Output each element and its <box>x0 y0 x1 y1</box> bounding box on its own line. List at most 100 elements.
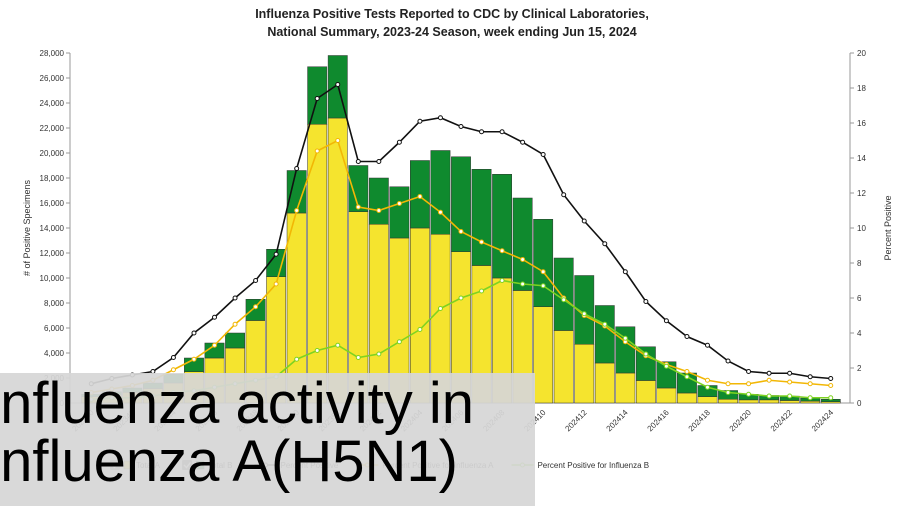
line-point <box>684 374 690 380</box>
bar <box>677 392 697 404</box>
bar <box>266 249 287 277</box>
line-point <box>314 148 320 154</box>
line-point <box>704 384 710 390</box>
line-point <box>479 239 485 245</box>
line-point <box>828 395 834 401</box>
line-point <box>725 381 731 387</box>
y2-tick-label: 18 <box>857 84 866 93</box>
y-tick-label: 20,000 <box>40 149 65 158</box>
line-point <box>273 281 279 287</box>
x-tick-label: 202422 <box>769 408 795 434</box>
line-point <box>746 381 752 387</box>
line-point <box>335 82 341 87</box>
line-point <box>253 304 259 310</box>
line-point <box>787 379 793 385</box>
line-point <box>704 377 710 383</box>
line-point <box>458 229 464 234</box>
bar <box>738 399 759 404</box>
line-point <box>232 295 238 301</box>
line-point <box>335 342 341 348</box>
bar <box>635 380 656 404</box>
line-point <box>787 393 793 399</box>
bar <box>368 177 389 225</box>
line-point <box>643 299 649 304</box>
y2-tick-label: 0 <box>857 399 862 408</box>
line-point <box>561 297 567 303</box>
line-point <box>294 356 300 362</box>
bar <box>533 219 554 307</box>
bar <box>759 399 780 404</box>
line-point <box>602 241 608 247</box>
y2-tick-label: 12 <box>857 189 866 198</box>
line-point <box>622 269 628 275</box>
line-point <box>520 257 526 262</box>
caption-text: Influenza A(H5N1) <box>0 429 458 494</box>
bar <box>594 305 615 364</box>
line-point <box>417 118 423 124</box>
bar <box>574 275 595 345</box>
y-tick-label: 26,000 <box>40 74 65 83</box>
line-point <box>458 124 464 129</box>
y-tick-label: 24,000 <box>40 99 65 108</box>
line-point <box>499 129 505 135</box>
line-point <box>376 159 382 164</box>
bar <box>245 299 266 321</box>
y2-tick-label: 10 <box>857 224 866 233</box>
line-point <box>437 209 443 215</box>
bar <box>553 257 574 331</box>
line-point <box>191 356 197 362</box>
line-point <box>396 339 402 345</box>
bar <box>389 186 410 239</box>
line-point <box>828 376 834 381</box>
bar <box>594 362 615 404</box>
caption-box: Influenza activity in Influenza A(H5N1) <box>0 373 535 506</box>
bar <box>718 399 738 404</box>
y2-tick-label: 4 <box>857 329 862 338</box>
y-tick-label: 28,000 <box>40 49 65 58</box>
line-point <box>170 367 176 373</box>
line-point <box>458 295 464 301</box>
line-point <box>294 208 300 213</box>
line-point <box>335 138 341 143</box>
line-point <box>479 288 485 294</box>
line-point <box>253 278 259 283</box>
line-point <box>396 201 402 206</box>
line-point <box>540 152 546 157</box>
line-point <box>807 381 813 387</box>
y2-tick-label: 8 <box>857 259 862 268</box>
y-tick-label: 6,000 <box>44 324 65 333</box>
line-point <box>807 374 813 380</box>
line-point <box>396 139 402 145</box>
line-point <box>704 342 710 348</box>
line-point <box>581 311 587 317</box>
x-tick-label: 202424 <box>810 408 836 434</box>
line-point <box>828 383 834 388</box>
line-point <box>499 278 505 283</box>
x-tick-label: 202420 <box>728 408 754 434</box>
bar <box>430 150 451 235</box>
line-point <box>294 166 300 171</box>
line-point <box>766 393 772 399</box>
line-point <box>417 194 423 199</box>
bar <box>553 330 574 404</box>
line-point <box>643 351 649 357</box>
bar <box>697 396 718 404</box>
bar <box>492 174 512 279</box>
line-point <box>684 369 690 374</box>
bar <box>451 156 471 252</box>
line-point <box>355 355 361 360</box>
y2-tick-label: 14 <box>857 154 866 163</box>
bar <box>348 165 369 212</box>
y-tick-label: 18,000 <box>40 174 65 183</box>
line-point <box>746 369 752 374</box>
line-point <box>417 327 423 332</box>
line-point <box>170 355 176 360</box>
y2-tick-label: 2 <box>857 364 862 373</box>
line-point <box>746 391 752 397</box>
y-tick-label: 10,000 <box>40 274 65 283</box>
line-point <box>273 251 279 257</box>
line-point <box>191 330 197 336</box>
line-point <box>437 115 443 121</box>
